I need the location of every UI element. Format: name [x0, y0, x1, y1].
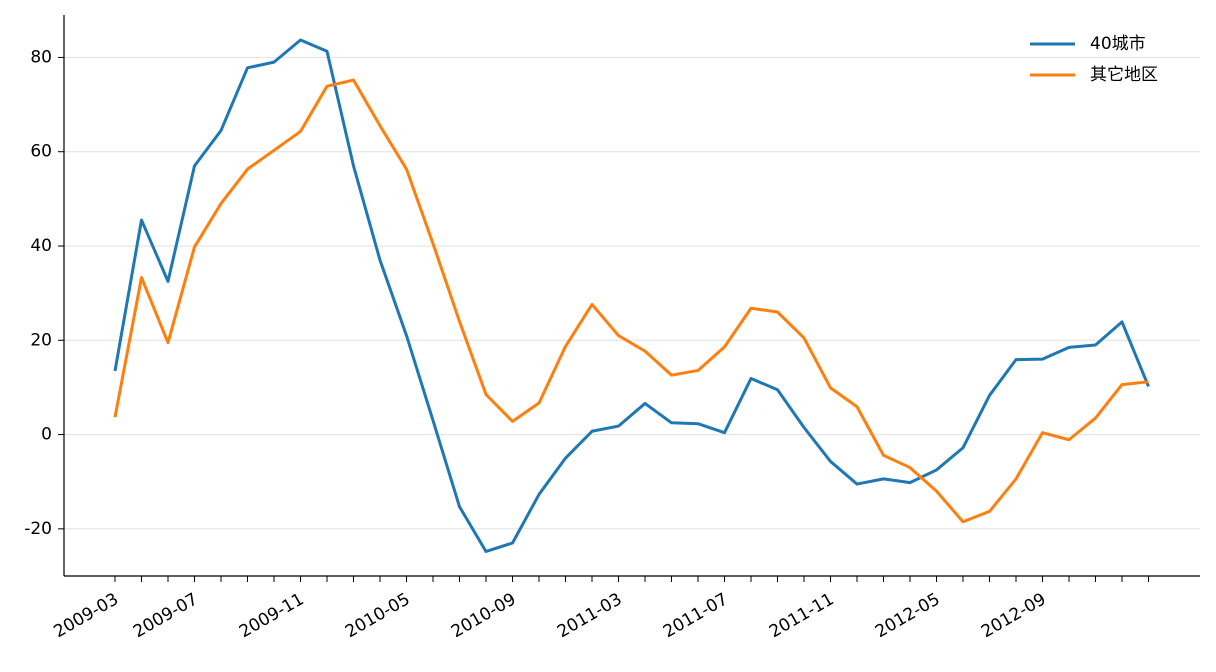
y-tick-label: -20: [24, 519, 52, 539]
y-tick-label: 0: [41, 425, 52, 445]
x-tick-label: 2009-11: [236, 589, 308, 642]
y-tick-label: 80: [30, 47, 52, 67]
x-tick-label: 2011-11: [766, 589, 838, 642]
y-tick-label: 20: [30, 330, 52, 350]
x-tick-label: 2009-07: [130, 589, 202, 642]
legend-label: 40城市: [1090, 34, 1146, 54]
x-tick-label: 2012-05: [872, 589, 944, 642]
x-tick-label: 2009-03: [50, 589, 122, 642]
x-tick-label: 2011-07: [660, 589, 732, 642]
x-tick-label: 2010-05: [342, 589, 414, 642]
x-tick-label: 2012-09: [978, 589, 1050, 642]
series-line: [113, 38, 1150, 553]
series-line: [113, 78, 1149, 524]
x-tick-label: 2010-09: [448, 589, 520, 642]
y-tick-label: 60: [30, 142, 52, 162]
legend-label: 其它地区: [1090, 65, 1158, 85]
x-tick-label: 2011-03: [554, 589, 626, 642]
y-tick-label: 40: [30, 236, 52, 256]
